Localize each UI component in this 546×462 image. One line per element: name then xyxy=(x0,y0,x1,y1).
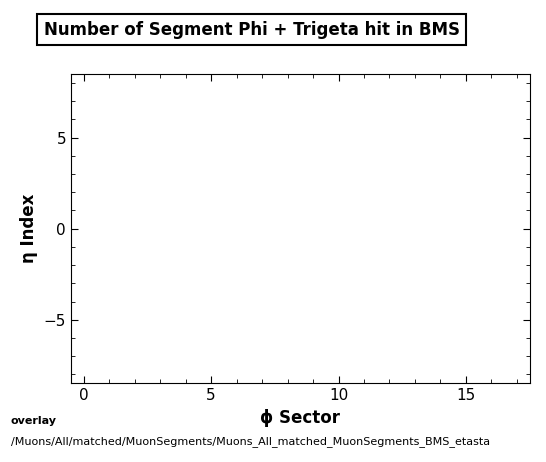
Text: Number of Segment Phi + Trigeta hit in BMS: Number of Segment Phi + Trigeta hit in B… xyxy=(44,21,460,39)
Text: overlay: overlay xyxy=(11,416,57,426)
Y-axis label: η Index: η Index xyxy=(20,194,38,263)
Text: /Muons/All/matched/MuonSegments/Muons_All_matched_MuonSegments_BMS_etasta: /Muons/All/matched/MuonSegments/Muons_Al… xyxy=(11,437,490,448)
X-axis label: ϕ Sector: ϕ Sector xyxy=(260,409,340,427)
